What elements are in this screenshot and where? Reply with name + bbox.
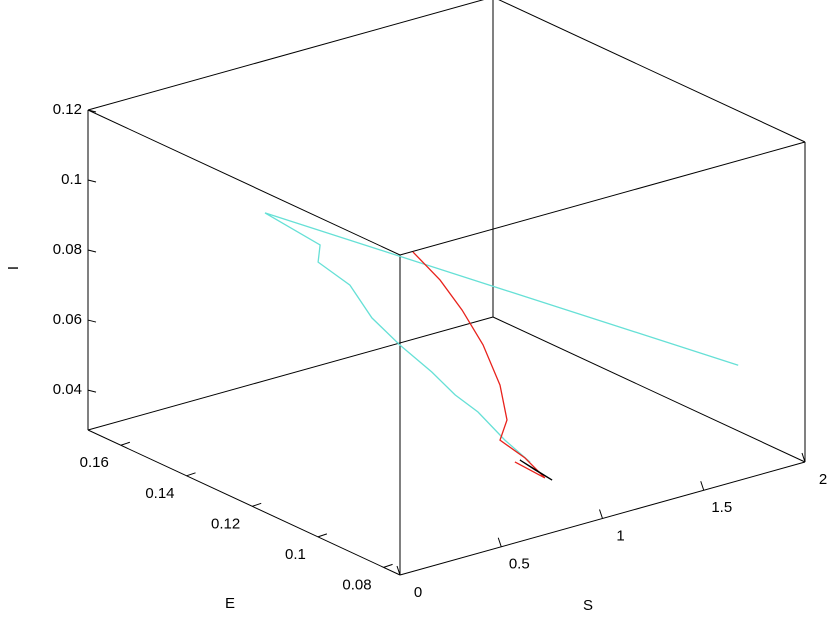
x-tick-mark <box>396 565 401 576</box>
z-tick-label: 0.04 <box>53 381 82 398</box>
x-tick-label: 2 <box>819 471 827 488</box>
z-tick-label: 0.12 <box>53 101 82 118</box>
x-tick-label: 1.5 <box>711 499 732 516</box>
y-tick-label: 0.16 <box>80 454 109 471</box>
y-axis-label: E <box>225 595 235 612</box>
z-tick-mark <box>87 319 97 323</box>
y-tick-mark <box>317 533 328 538</box>
series-line <box>412 251 546 479</box>
x-tick-mark <box>599 509 603 519</box>
x-tick-label: 0.5 <box>509 556 530 573</box>
y-tick-label: 0.1 <box>285 546 306 563</box>
y-tick-mark <box>186 472 196 477</box>
x-axis-label: S <box>583 597 593 614</box>
box-edge <box>87 429 401 576</box>
y-tick-mark <box>383 563 393 568</box>
y-tick-mark <box>252 502 262 507</box>
box-edge <box>87 0 485 111</box>
z-tick-mark <box>87 179 97 183</box>
y-tick-label: 0.14 <box>145 485 174 502</box>
z-tick-label: 0.08 <box>53 241 82 258</box>
box-edge <box>399 141 806 256</box>
y-tick-label: 0.12 <box>211 515 240 532</box>
z-tick-label: 0.06 <box>53 311 82 328</box>
x-tick-label: 0 <box>414 584 422 601</box>
x-tick-mark <box>700 481 705 491</box>
z-tick-mark <box>87 109 97 113</box>
box-edge <box>87 109 401 256</box>
x-tick-label: 1 <box>616 527 624 544</box>
box-edge <box>87 316 494 431</box>
box-edge <box>498 0 806 143</box>
x-tick-mark <box>497 537 502 547</box>
x-tick-mark <box>801 452 806 463</box>
box-edge <box>492 316 806 463</box>
y-tick-mark <box>120 441 131 446</box>
z-tick-label: 0.1 <box>61 171 82 188</box>
series-line <box>519 459 553 481</box>
z-tick-mark <box>87 249 97 253</box>
series-line <box>264 212 739 463</box>
z-tick-mark <box>87 389 97 393</box>
z-axis-label: I <box>5 266 22 270</box>
y-tick-label: 0.08 <box>342 576 371 593</box>
